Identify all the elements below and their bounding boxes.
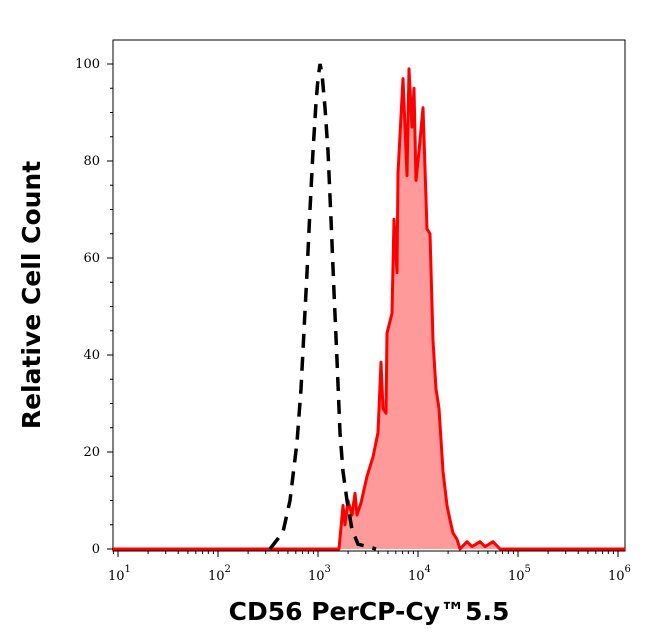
series-fill-area bbox=[112, 68, 625, 550]
series-layer bbox=[112, 63, 625, 551]
series-line-control bbox=[268, 63, 377, 551]
y-tick-label: 100 bbox=[75, 57, 100, 72]
x-axis: 101 102 103 104 105 106 bbox=[108, 551, 631, 584]
x-tick-label: 101 bbox=[108, 564, 131, 584]
x-tick-label: 103 bbox=[308, 564, 331, 584]
y-axis-title: Relative Cell Count bbox=[17, 161, 46, 429]
x-tick-label: 105 bbox=[508, 564, 531, 584]
x-tick-label: 104 bbox=[408, 564, 431, 584]
y-tick-label: 20 bbox=[83, 445, 100, 460]
y-tick-label: 0 bbox=[92, 542, 100, 557]
x-axis-title: CD56 PerCP-Cy™5.5 bbox=[229, 597, 510, 626]
x-tick-label: 106 bbox=[608, 564, 631, 584]
y-tick-label: 80 bbox=[83, 154, 100, 169]
y-tick-label: 60 bbox=[83, 251, 100, 266]
series-line-sample bbox=[112, 67, 625, 551]
y-tick-label: 40 bbox=[83, 348, 100, 363]
y-axis: 0 20 40 60 80 100 bbox=[75, 57, 113, 557]
plot-frame bbox=[112, 39, 626, 552]
x-tick-label: 102 bbox=[208, 564, 231, 584]
